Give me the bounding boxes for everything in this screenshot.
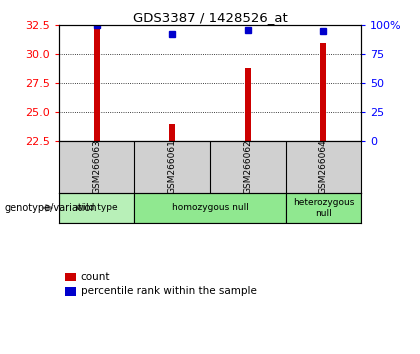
Bar bbox=[134, 193, 286, 223]
Text: genotype/variation: genotype/variation bbox=[4, 203, 97, 213]
Bar bbox=[286, 193, 361, 223]
Text: GSM266062: GSM266062 bbox=[243, 140, 252, 194]
Text: homozygous null: homozygous null bbox=[171, 203, 249, 212]
Text: percentile rank within the sample: percentile rank within the sample bbox=[81, 286, 257, 296]
Bar bbox=[169, 124, 175, 141]
Text: count: count bbox=[81, 272, 110, 282]
Bar bbox=[320, 44, 326, 141]
Text: GSM266063: GSM266063 bbox=[92, 139, 101, 194]
Bar bbox=[245, 68, 251, 141]
Text: GSM266061: GSM266061 bbox=[168, 139, 177, 194]
Bar bbox=[59, 193, 134, 223]
Text: wild type: wild type bbox=[76, 203, 118, 212]
Title: GDS3387 / 1428526_at: GDS3387 / 1428526_at bbox=[133, 11, 287, 24]
Bar bbox=[94, 25, 100, 141]
Text: heterozygous
null: heterozygous null bbox=[293, 198, 354, 218]
Text: GSM266064: GSM266064 bbox=[319, 140, 328, 194]
